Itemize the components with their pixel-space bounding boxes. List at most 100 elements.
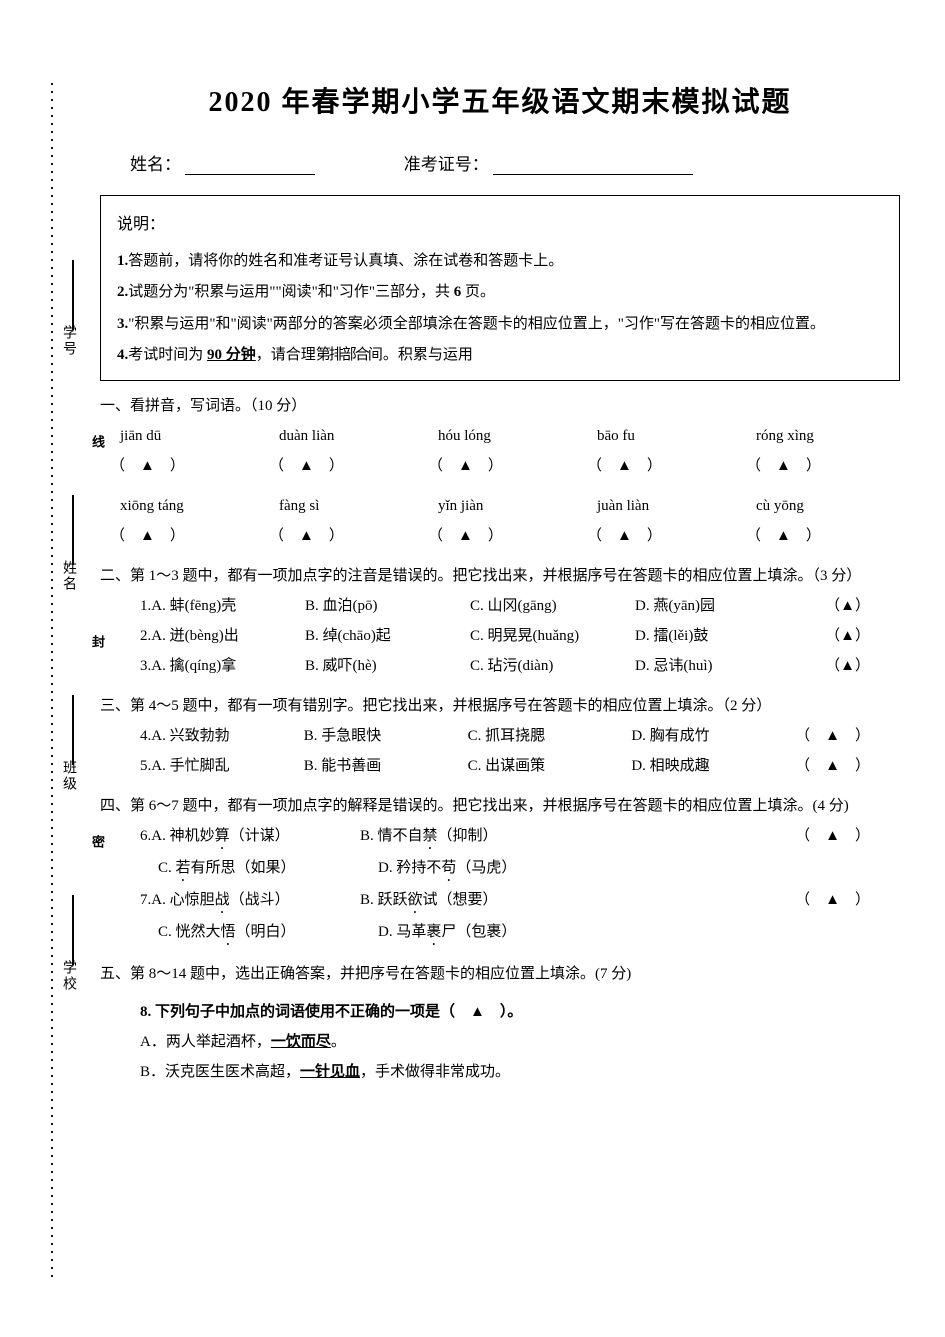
q4-line6-cd: C. 若有所思（如果） D. 矜持不苟（马虎） — [140, 853, 900, 885]
question-3: 三、第 4～5 题中，都有一项有错别字。把它找出来，并根据序号在答题卡的相应位置… — [100, 691, 900, 781]
option-c: C. 抓耳挠腮 — [468, 721, 622, 751]
pinyin-cell: fàng sì — [279, 491, 414, 521]
option-d: D. 胸有成竹 — [631, 721, 785, 751]
pinyin-cell: jiān dū — [120, 421, 255, 451]
question-2: 二、第 1～3 题中，都有一项加点字的注音是错误的。把它找出来，并根据序号在答题… — [100, 561, 900, 681]
answer-blank[interactable]: （ ▲ ） — [795, 721, 870, 751]
option-a: 3.A. 擒(qíng)拿 — [140, 651, 295, 681]
option-b: B. 能书善画 — [304, 751, 458, 781]
dotted-fold-line — [50, 80, 54, 1280]
exam-no-label: 准考证号： — [404, 155, 489, 174]
answer-blank[interactable]: （▲） — [825, 591, 870, 621]
q1-answer-row1: （ ▲ ） （ ▲ ） （ ▲ ） （ ▲ ） （ ▲ ） — [110, 451, 900, 481]
option-c: C. 明晃晃(huǎng) — [470, 621, 625, 651]
option-b: B. 血泊(pō) — [305, 591, 460, 621]
pinyin-cell: yǐn jiàn — [438, 491, 573, 521]
exam-title: 2020 年春学期小学五年级语文期末模拟试题 — [100, 80, 900, 120]
answer-blank[interactable]: （ ▲ ） — [746, 451, 881, 481]
answer-blank[interactable]: （ ▲ ） — [587, 521, 722, 551]
option-c: C. 玷污(diàn) — [470, 651, 625, 681]
pinyin-cell: hóu lóng — [438, 421, 573, 451]
q1-pinyin-row1: jiān dū duàn liàn hóu lóng bāo fu róng x… — [120, 421, 900, 451]
answer-blank[interactable]: （ ▲ ） — [428, 521, 563, 551]
exam-no-blank[interactable] — [493, 157, 693, 175]
binding-label-banji: 班级 — [58, 760, 78, 792]
q1-head: 一、看拼音，写词语。（10 分） — [100, 391, 900, 421]
question-1: 一、看拼音，写词语。（10 分） jiān dū duàn liàn hóu l… — [100, 391, 900, 551]
option-d: D. 相映成趣 — [631, 751, 785, 781]
name-label: 姓名： — [130, 155, 181, 174]
q4-head: 四、第 6～7 题中，都有一项加点字的解释是错误的。把它找出来，并根据序号在答题… — [100, 791, 900, 821]
option-d: D. 擂(lěi)鼓 — [635, 621, 790, 651]
answer-blank[interactable]: （ ▲ ） — [110, 451, 245, 481]
q5-8-b: B．沃克医生医术高超，一针见血，手术做得非常成功。 — [140, 1057, 900, 1087]
answer-blank[interactable]: （ ▲ ） — [587, 451, 722, 481]
binding-label-xuehao: 学号 — [58, 325, 78, 357]
option-d: D. 马革裹尸（包裹） — [378, 917, 588, 949]
option-c: C. 恍然大悟（明白） — [158, 917, 368, 949]
option-d: D. 燕(yān)园 — [635, 591, 790, 621]
q5-head: 五、第 8～14 题中，选出正确答案，并把序号在答题卡的相应位置上填涂。(7 分… — [100, 959, 900, 989]
answer-blank[interactable]: （ ▲ ） — [269, 521, 404, 551]
option-a: 2.A. 迸(bèng)出 — [140, 621, 295, 651]
pinyin-cell: duàn liàn — [279, 421, 414, 451]
instruction-1: 1.答题前，请将你的姓名和准考证号认真填、涂在试卷和答题卡上。 — [117, 246, 883, 278]
answer-blank[interactable]: （▲） — [825, 651, 870, 681]
binding-label-xingming: 姓名 — [58, 560, 78, 592]
pinyin-cell: juàn liàn — [597, 491, 732, 521]
pinyin-cell: xiōng táng — [120, 491, 255, 521]
binding-line — [72, 495, 74, 565]
answer-blank[interactable]: （ ▲ ） — [795, 751, 870, 781]
answer-blank[interactable]: （ ▲ ） — [428, 451, 563, 481]
option-a: 6.A. 神机妙算（计谋） — [140, 821, 350, 853]
option-a: 4.A. 兴致勃勃 — [140, 721, 294, 751]
option-b: B. 情不自禁（抑制） — [360, 821, 570, 853]
q5-8-a: A．两人举起酒杯，一饮而尽。 — [140, 1027, 900, 1057]
option-b: B. 手急眼快 — [304, 721, 458, 751]
q1-pinyin-row2: xiōng táng fàng sì yǐn jiàn juàn liàn cù… — [120, 491, 900, 521]
q4-line7-cd: C. 恍然大悟（明白） D. 马革裹尸（包裹） — [140, 917, 900, 949]
instructions-heading: 说明： — [117, 208, 883, 242]
option-d: D. 忌讳(huì) — [635, 651, 790, 681]
answer-blank[interactable]: （▲） — [825, 621, 870, 651]
answer-blank[interactable]: （ ▲ ） — [269, 451, 404, 481]
instruction-4: 4.考试时间为 90 分钟，请合理第排部合间。积累与运用 — [117, 340, 883, 372]
instructions-box: 说明： 1.答题前，请将你的姓名和准考证号认真填、涂在试卷和答题卡上。 2.试题… — [100, 195, 900, 381]
name-blank[interactable] — [185, 157, 315, 175]
exam-content: 2020 年春学期小学五年级语文期末模拟试题 姓名： 准考证号： 说明： 1.答… — [100, 80, 900, 1097]
q1-answer-row2: （ ▲ ） （ ▲ ） （ ▲ ） （ ▲ ） （ ▲ ） — [110, 521, 900, 551]
binding-edge: 学号 姓名 班级 学校 线 封 密 — [50, 80, 80, 1280]
option-b: B. 绰(chāo)起 — [305, 621, 460, 651]
answer-blank[interactable]: （ ▲ ） — [795, 821, 870, 853]
option-b: B. 跃跃欲试（想要） — [360, 885, 570, 917]
question-5: 五、第 8～14 题中，选出正确答案，并把序号在答题卡的相应位置上填涂。(7 分… — [100, 959, 900, 1087]
option-c: C. 若有所思（如果） — [158, 853, 368, 885]
q2-option-line: 1.A. 蚌(fēng)壳B. 血泊(pō)C. 山冈(gāng)D. 燕(yā… — [140, 591, 900, 621]
question-4: 四、第 6～7 题中，都有一项加点字的解释是错误的。把它找出来，并根据序号在答题… — [100, 791, 900, 949]
option-c: C. 山冈(gāng) — [470, 591, 625, 621]
option-c: C. 出谋画策 — [468, 751, 622, 781]
answer-blank[interactable]: （ ▲ ） — [795, 885, 870, 917]
instruction-3: 3."积累与运用"和"阅读"两部分的答案必须全部填涂在答题卡的相应位置上，"习作… — [117, 309, 883, 341]
q2-head: 二、第 1～3 题中，都有一项加点字的注音是错误的。把它找出来，并根据序号在答题… — [100, 561, 900, 591]
pinyin-cell: cù yōng — [756, 491, 891, 521]
q4-line6-ab: 6.A. 神机妙算（计谋） B. 情不自禁（抑制） （ ▲ ） — [140, 821, 900, 853]
q3-head: 三、第 4～5 题中，都有一项有错别字。把它找出来，并根据序号在答题卡的相应位置… — [100, 691, 900, 721]
option-b: B. 威吓(hè) — [305, 651, 460, 681]
q2-option-line: 2.A. 迸(bèng)出 B. 绰(chāo)起 C. 明晃晃(huǎng) D. … — [140, 621, 900, 651]
q4-line7-ab: 7.A. 心惊胆战（战斗） B. 跃跃欲试（想要） （ ▲ ） — [140, 885, 900, 917]
option-a: 5.A. 手忙脚乱 — [140, 751, 294, 781]
binding-line — [72, 895, 74, 965]
q3-option-line: 5.A. 手忙脚乱 B. 能书善画 C. 出谋画策 D. 相映成趣 （ ▲ ） — [140, 751, 900, 781]
option-d: D. 矜持不苟（马虎） — [378, 853, 588, 885]
answer-blank[interactable]: （ ▲ ） — [746, 521, 881, 551]
identity-row: 姓名： 准考证号： — [130, 150, 900, 175]
q2-option-line: 3.A. 擒(qíng)拿 B. 威吓(hè) C. 玷污(diàn) D. 忌讳(h… — [140, 651, 900, 681]
binding-label-xuexiao: 学校 — [58, 960, 78, 992]
answer-blank[interactable]: （ ▲ ） — [110, 521, 245, 551]
pinyin-cell: róng xìng — [756, 421, 891, 451]
q5-8: 8. 下列句子中加点的词语使用不正确的一项是（ ▲ ）。 — [140, 997, 900, 1027]
option-a: 7.A. 心惊胆战（战斗） — [140, 885, 350, 917]
q3-option-line: 4.A. 兴致勃勃 B. 手急眼快 C. 抓耳挠腮 D. 胸有成竹 （ ▲ ） — [140, 721, 900, 751]
binding-line — [72, 260, 74, 330]
